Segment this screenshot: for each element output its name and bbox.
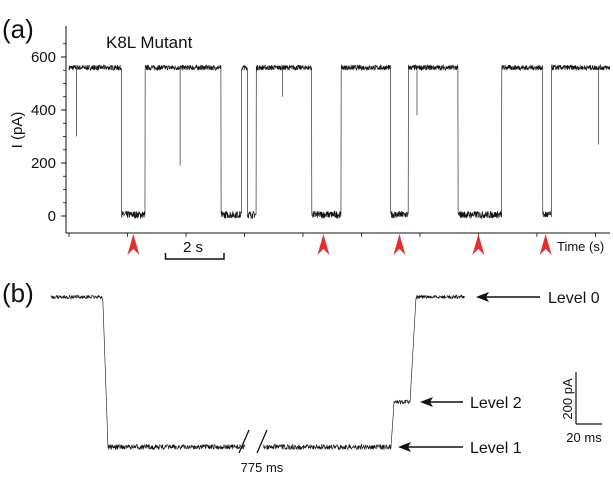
- scale-bar-y-label: 200 pA: [560, 378, 575, 420]
- x-axis-label: Time (s): [557, 239, 604, 254]
- level-label: Level 2: [470, 395, 522, 412]
- level-arrow-head: [476, 292, 489, 302]
- y-axis-label: I (pA): [9, 112, 26, 149]
- event-markers: [127, 234, 552, 255]
- axis-break: 775 ms: [238, 429, 284, 475]
- x-ticks: [68, 233, 596, 237]
- zoomed-trace: [50, 294, 466, 451]
- current-trace: [68, 63, 611, 220]
- break-duration-label: 775 ms: [241, 460, 284, 475]
- level-arrows: Level 0 Level 2 Level 1: [398, 290, 600, 457]
- y-tick-label: 0: [48, 208, 56, 225]
- time-scale-bar-label: 2 s: [183, 239, 203, 256]
- event-marker: [472, 234, 485, 255]
- time-scale-bar: 2 s: [164, 239, 225, 260]
- event-marker: [539, 234, 552, 255]
- y-ticks: 0 200 400 600: [31, 43, 66, 225]
- panel-a-axes: [65, 26, 610, 234]
- level-label: Level 0: [548, 290, 600, 307]
- level-arrow-head: [398, 442, 411, 452]
- scale-bar-b: 200 pA 20 ms: [560, 372, 602, 445]
- axis-break-mark-left: [238, 429, 250, 454]
- event-marker: [317, 234, 330, 255]
- time-scale-bar-line: [164, 253, 225, 260]
- y-tick-label: 600: [31, 49, 56, 66]
- y-tick-label: 200: [31, 155, 56, 172]
- event-marker: [127, 234, 140, 255]
- level-arrow-head: [420, 397, 433, 407]
- panel-b-label: (b): [2, 278, 34, 308]
- panel-a-title: K8L Mutant: [106, 33, 193, 52]
- y-tick-label: 400: [31, 102, 56, 119]
- scale-bar-x-label: 20 ms: [566, 430, 602, 445]
- axis-break-mark-right: [256, 429, 268, 454]
- level-label: Level 1: [470, 440, 522, 457]
- event-marker: [393, 234, 406, 255]
- panel-a-label: (a): [2, 14, 34, 44]
